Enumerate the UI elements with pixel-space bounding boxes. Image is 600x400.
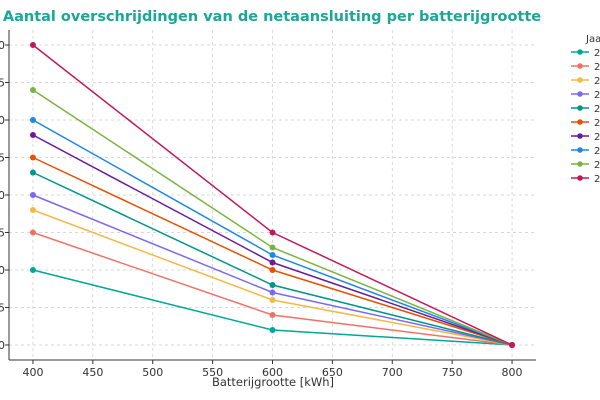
- data-point: [269, 259, 276, 266]
- data-point: [29, 87, 36, 93]
- data-point: [269, 229, 276, 236]
- legend-label: 2: [594, 160, 600, 171]
- data-point: [509, 342, 516, 348]
- x-tick-label: 650: [322, 366, 343, 379]
- data-point: [269, 312, 276, 318]
- legend-item: 2: [571, 104, 600, 115]
- data-point: [29, 229, 36, 236]
- data-point: [29, 154, 36, 161]
- chart-title: Aantal overschrijdingen van de netaanslu…: [3, 9, 541, 25]
- legend-marker: [577, 161, 583, 167]
- data-point: [29, 42, 36, 48]
- legend-marker: [577, 63, 583, 69]
- legend-item: 2: [571, 160, 600, 171]
- y-tick-label: 5: [0, 77, 5, 90]
- data-point: [29, 192, 36, 198]
- legend-item: 2: [571, 132, 600, 143]
- legend-marker: [577, 133, 583, 139]
- x-tick-label: 550: [202, 366, 223, 379]
- data-point: [269, 244, 276, 251]
- legend-item: 2: [571, 48, 600, 59]
- y-tick-label: 5: [0, 152, 5, 165]
- legend-item: 2: [571, 118, 600, 129]
- y-tick-label: 0: [0, 339, 5, 352]
- legend-item: 2: [571, 146, 600, 157]
- data-point: [269, 289, 276, 296]
- data-point: [29, 169, 36, 176]
- grid: [9, 30, 536, 360]
- data-point: [29, 267, 36, 273]
- series-7: [29, 132, 516, 348]
- series-10: [29, 42, 516, 348]
- legend-label: 2: [594, 174, 600, 185]
- legend: Jaa 2 2 2 2 2 2 2 2 2 2: [571, 34, 600, 185]
- legend-label: 2: [594, 146, 600, 157]
- legend-label: 2: [594, 118, 600, 129]
- data-point: [269, 282, 276, 288]
- x-axis-label: Batterijgrootte [kWh]: [212, 375, 334, 389]
- legend-item: 2: [571, 76, 600, 87]
- data-point: [29, 132, 36, 138]
- legend-label: 2: [594, 62, 600, 73]
- legend-marker: [577, 77, 583, 83]
- x-tick-label: 750: [442, 366, 463, 379]
- y-tick-label: 0: [0, 264, 5, 277]
- y-tick-label: 0: [0, 189, 5, 202]
- legend-title: Jaa: [585, 34, 600, 45]
- x-tick-label: 800: [502, 366, 523, 379]
- legend-item: 2: [571, 62, 600, 73]
- y-tick-label: 0: [0, 114, 5, 127]
- x-tick-label: 500: [142, 366, 163, 379]
- legend-item: 2: [571, 90, 600, 101]
- data-point: [29, 207, 36, 213]
- axes: 400 450 500 550 600 650 700 750 800 0 5 0 5 0 5 0 5 0: [0, 30, 536, 379]
- legend-marker: [577, 105, 583, 111]
- y-tick-label: 0: [0, 39, 5, 52]
- x-tick-label: 600: [262, 366, 283, 379]
- legend-item: 2: [571, 174, 600, 185]
- legend-label: 2: [594, 48, 600, 59]
- series-4: [29, 192, 516, 348]
- data-point: [269, 252, 276, 258]
- legend-marker: [577, 119, 583, 125]
- legend-marker: [577, 147, 583, 153]
- legend-marker: [577, 175, 583, 181]
- legend-label: 2: [594, 76, 600, 87]
- legend-marker: [577, 49, 583, 55]
- y-tick-label: 5: [0, 302, 5, 315]
- legend-marker: [577, 91, 583, 97]
- x-tick-label: 700: [382, 366, 403, 379]
- data-point: [269, 267, 276, 273]
- legend-label: 2: [594, 132, 600, 143]
- data-point: [29, 117, 36, 123]
- x-tick-label: 450: [82, 366, 103, 379]
- data-point: [269, 327, 276, 333]
- x-tick-label: 400: [22, 366, 43, 379]
- series-lines: [29, 42, 516, 348]
- legend-label: 2: [594, 104, 600, 115]
- legend-label: 2: [594, 90, 600, 101]
- y-tick-label: 5: [0, 227, 5, 240]
- data-point: [269, 297, 276, 303]
